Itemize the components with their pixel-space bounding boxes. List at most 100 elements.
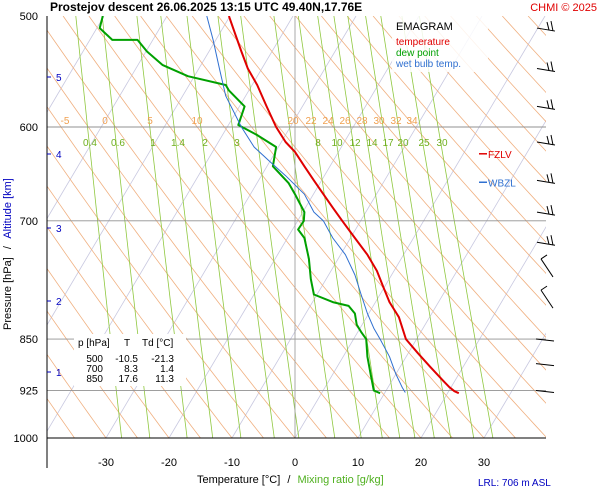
altitude-tick-label: 3 xyxy=(56,224,62,235)
wind-barb-feather xyxy=(540,254,548,260)
wind-barb xyxy=(536,204,556,216)
wind-barb-feather xyxy=(550,173,554,184)
isotherm-line xyxy=(47,16,231,326)
altitude-tick-label: 4 xyxy=(56,150,62,161)
table-cell: 1.4 xyxy=(160,364,174,375)
mixing-ratio-label: 8 xyxy=(315,138,321,149)
series-wet-bulb-temp- xyxy=(206,16,406,393)
table-cell: -21.3 xyxy=(151,354,174,365)
dry-adiabat-line xyxy=(47,106,296,438)
table-header-p: p [hPa] xyxy=(78,338,110,349)
pressure-tick-label: 500 xyxy=(20,11,38,23)
dry-adiabat-line xyxy=(476,16,546,94)
dry-adiabat-line xyxy=(269,16,546,338)
temperature-tick-label: 30 xyxy=(478,457,490,469)
dry-adiabat-line xyxy=(554,16,600,438)
wind-barbs xyxy=(535,20,556,394)
theta-label: 34 xyxy=(406,116,418,127)
altitude-tick-label: 5 xyxy=(56,73,62,84)
dry-adiabat-line xyxy=(62,16,390,438)
mixing-ratio-line xyxy=(401,16,475,438)
wind-barb-staff xyxy=(536,105,556,110)
wind-barb-staff xyxy=(535,338,555,342)
dry-adiabat-line xyxy=(243,16,546,371)
temperature-tick-label: 10 xyxy=(352,457,364,469)
altitude-tick-label: 2 xyxy=(56,297,62,308)
y-axis-title: Pressure [hPa] / Altitude [km] xyxy=(2,178,14,330)
mixing-ratio-line xyxy=(347,16,416,438)
table-header-t: T xyxy=(124,338,130,349)
isotherm-line xyxy=(294,16,546,438)
mixing-ratio-line xyxy=(160,16,214,438)
wind-barb-feather xyxy=(550,235,554,246)
table-cell: 17.6 xyxy=(119,374,139,385)
pressure-tick-label: 700 xyxy=(20,216,38,228)
plot-background-lines xyxy=(47,16,600,438)
wind-barb-feather xyxy=(546,205,550,215)
y-axis-separator: / xyxy=(2,245,14,249)
wind-barb-staff xyxy=(540,258,554,278)
wind-barb-feather xyxy=(546,236,550,245)
wind-barb xyxy=(536,134,556,146)
theta-label: 26 xyxy=(339,116,351,127)
mixing-ratio-label: 12 xyxy=(349,138,361,149)
series-temperature xyxy=(227,16,460,395)
wind-barb-feather xyxy=(550,99,554,110)
series-dew-point xyxy=(98,16,381,395)
wind-barb-feather xyxy=(546,21,550,31)
legend-box xyxy=(392,16,488,72)
altitude-axis-label: Altitude [km] xyxy=(2,178,14,239)
dry-adiabat-line xyxy=(47,185,233,438)
isotherm-line xyxy=(357,119,546,438)
mixing-ratio-line xyxy=(317,16,383,438)
isotherm-line xyxy=(168,16,420,438)
dry-adiabat-line xyxy=(191,16,546,438)
dry-adiabat-line xyxy=(424,16,546,152)
mixing-ratio-label: 1.4 xyxy=(171,138,185,149)
mixing-ratio-label: 3 xyxy=(234,138,240,149)
wind-barb-staff xyxy=(536,241,556,246)
dry-adiabat-line xyxy=(321,16,546,274)
theta-label: 24 xyxy=(322,116,334,127)
wind-barb xyxy=(536,61,556,72)
temperature-tick-label: 0 xyxy=(292,457,298,469)
mixing-ratio-label: 10 xyxy=(331,138,343,149)
wbzl-marker: WBZL xyxy=(479,178,516,189)
mixing-ratio-label: 2 xyxy=(202,138,208,149)
fzlv-label: FZLV xyxy=(488,150,512,161)
mixing-ratio-label: 20 xyxy=(397,138,409,149)
pressure-tick-label: 925 xyxy=(20,386,38,398)
dry-adiabat-line xyxy=(398,16,546,182)
wind-barb-feather xyxy=(546,62,550,71)
dry-adiabat-line xyxy=(450,16,546,123)
mixing-ratio-line xyxy=(217,16,275,438)
pressure-tick-label: 600 xyxy=(20,122,38,134)
wind-barb-feather xyxy=(546,100,550,109)
fzlv-marker: FZLV xyxy=(479,150,512,161)
x-axis-title: Temperature [°C] / Mixing ratio [g/kg] xyxy=(197,474,384,486)
mixing-ratio-label: 14 xyxy=(366,138,378,149)
dry-adiabat-line xyxy=(140,16,485,438)
wind-barb-staff xyxy=(535,363,555,367)
wind-barb-feather xyxy=(546,174,550,183)
wind-barb-staff xyxy=(535,390,555,394)
isotherm-line xyxy=(231,16,483,438)
dry-adiabat-line xyxy=(47,145,264,438)
legend: EMAGRAM temperature dew point wet bulb t… xyxy=(392,16,488,72)
mixing-ratio-line xyxy=(240,16,300,438)
wind-barb xyxy=(540,254,554,278)
wind-barb-staff xyxy=(536,27,556,32)
chart-title: Prostejov descent 26.06.2025 13:15 UTC 4… xyxy=(50,0,362,14)
mixing-ratio-line xyxy=(365,16,435,438)
altitude-tick-label: 1 xyxy=(56,368,62,379)
pressure-tick-label: 1000 xyxy=(14,433,38,445)
wind-barb-feather xyxy=(550,204,554,216)
dry-adiabat-line xyxy=(502,16,546,65)
temperature-tick-label: -10 xyxy=(224,457,240,469)
mixing-ratio-line xyxy=(297,16,362,438)
mixing-ratio-label: 0.4 xyxy=(83,138,97,149)
mixing-axis-label: Mixing ratio [g/kg] xyxy=(297,474,383,486)
table-cell: -10.5 xyxy=(115,354,138,365)
